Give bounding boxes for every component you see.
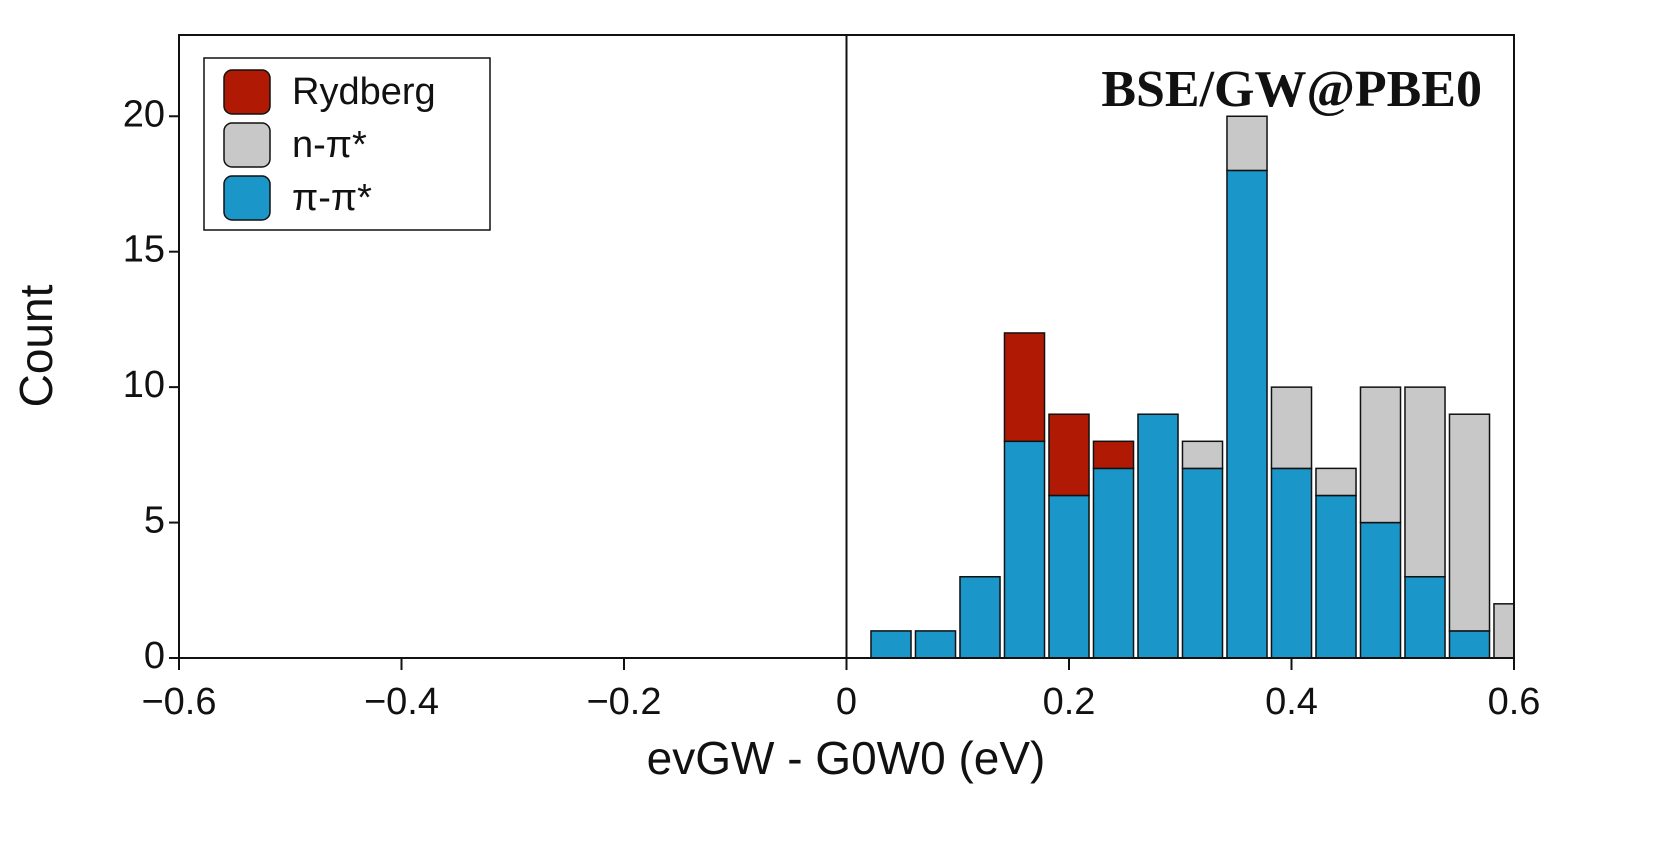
x-tick-label: 0.4: [1265, 681, 1318, 723]
x-tick-label: −0.2: [586, 681, 661, 723]
bar-segment: [870, 630, 912, 658]
x-tick-label: −0.6: [141, 681, 216, 723]
bar-segment: [1048, 413, 1090, 497]
bar-segment: [1137, 413, 1179, 658]
bar-segment: [1315, 494, 1357, 658]
bar-segment: [1003, 440, 1046, 658]
bar-segment: [1092, 467, 1135, 658]
bar-segment: [1448, 413, 1491, 632]
legend-swatch: [223, 69, 271, 115]
bar-segment: [1315, 467, 1357, 497]
legend-label: n-π*: [292, 124, 367, 166]
legend-swatch: [223, 175, 271, 221]
x-axis-label: evGW - G0W0 (eV): [647, 732, 1046, 784]
bar-segment: [1404, 386, 1446, 578]
bar-segment: [1226, 169, 1268, 658]
plot-area: [870, 115, 1514, 658]
bar-segment: [1359, 386, 1402, 524]
x-tick-label: 0.2: [1043, 681, 1096, 723]
bar-segment: [1448, 630, 1491, 658]
x-tick-label: −0.4: [364, 681, 439, 723]
bar-segment: [1226, 115, 1268, 172]
bar-segment: [914, 630, 957, 658]
bar-segment: [1181, 467, 1224, 658]
bar-segment: [1181, 440, 1224, 470]
bar-segment: [1092, 440, 1135, 470]
y-tick-label: 20: [123, 93, 165, 135]
x-tick-label: 0: [836, 681, 857, 723]
legend-swatch: [223, 122, 271, 168]
bar-segment: [1404, 575, 1446, 658]
chart-title: BSE/GW@PBE0: [1101, 61, 1482, 118]
y-axis-label: Count: [10, 284, 62, 407]
bar-segment: [1003, 332, 1046, 443]
bar-segment: [1270, 467, 1313, 658]
legend-label: π-π*: [292, 177, 372, 219]
y-tick-label: 5: [144, 500, 165, 542]
bar-segment: [1359, 521, 1402, 658]
y-tick-label: 10: [123, 364, 165, 406]
bar-segment: [959, 575, 1001, 658]
x-tick-label: 0.6: [1488, 681, 1541, 723]
y-tick-label: 0: [144, 635, 165, 677]
y-tick-label: 15: [123, 229, 165, 271]
bar-segment: [1270, 386, 1313, 470]
bar-segment: [1048, 494, 1090, 658]
legend-label: Rydberg: [292, 71, 436, 113]
